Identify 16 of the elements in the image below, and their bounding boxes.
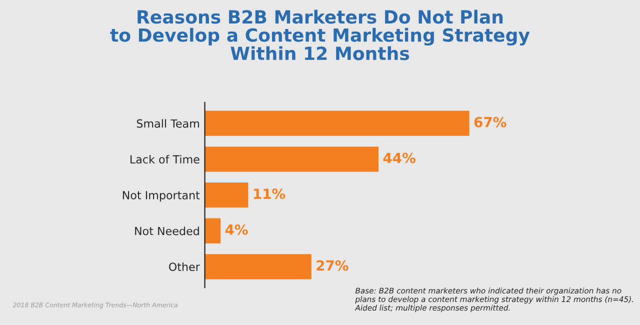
y-tick-label: Other <box>169 262 200 272</box>
data-label: 11% <box>254 188 286 200</box>
data-label: 44% <box>383 152 416 164</box>
y-tick-label: Lack of Time <box>130 154 200 164</box>
chart-title: Reasons B2B Marketers Do Not Plan to Develop a Content Marketing Strategy Within 12 Months <box>110 10 530 60</box>
data-label: 27% <box>316 260 348 271</box>
y-tick-label: Small Team <box>136 119 199 128</box>
y-tick-label: Not Needed <box>135 226 199 236</box>
bar <box>204 182 248 208</box>
y-tick-label: Not Important <box>122 191 200 202</box>
bar <box>204 218 221 244</box>
data-label: 67% <box>474 116 506 128</box>
bar <box>204 110 470 136</box>
data-label: 4% <box>225 224 248 235</box>
bar <box>204 146 379 172</box>
bar <box>204 254 312 280</box>
